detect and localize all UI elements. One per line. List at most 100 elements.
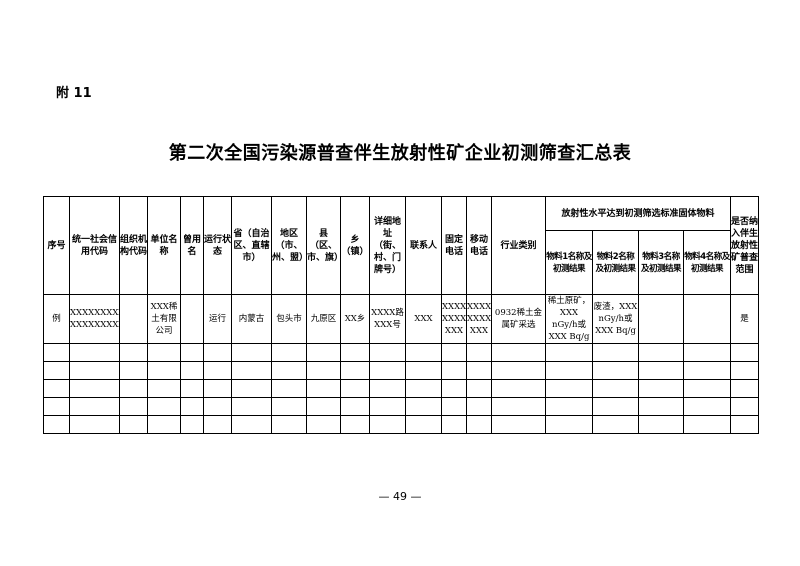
table-cell: [203, 361, 232, 380]
sub-column-header: 物料1名称及初测结果: [545, 230, 593, 295]
table-cell: [491, 361, 546, 380]
table-cell: [119, 415, 148, 434]
table-cell: [340, 397, 370, 416]
column-header: 移动电话: [466, 196, 492, 295]
table-cell: [306, 343, 341, 362]
table-cell: [369, 361, 406, 380]
table-cell: [682, 397, 732, 416]
table-cell: [491, 397, 546, 416]
sub-column-header: 物料4名称及初测结果: [682, 230, 732, 295]
table-cell: [180, 415, 204, 434]
table-cell: 包头市: [271, 294, 307, 344]
table-cell: [369, 397, 406, 416]
table-cell: [271, 379, 307, 398]
column-header: 行业类别: [491, 196, 546, 295]
table-cell: [682, 343, 732, 362]
table-row: [43, 379, 760, 398]
table-cell: [340, 415, 370, 434]
table-cell: [730, 343, 760, 362]
table-cell: [180, 361, 204, 380]
table-cell: [592, 415, 639, 434]
table-cell: [306, 415, 341, 434]
column-header: 联系人: [405, 196, 442, 295]
table-cell: [545, 379, 593, 398]
table-cell: [441, 415, 467, 434]
table-cell: [43, 397, 70, 416]
table-cell: [69, 397, 120, 416]
table-cell: [231, 397, 272, 416]
table-cell: [119, 361, 148, 380]
table-cell: [730, 397, 760, 416]
table-cell: [180, 397, 204, 416]
table-cell: [369, 415, 406, 434]
table-cell: [730, 379, 760, 398]
sub-column-header: 物料3名称及初测结果: [638, 230, 684, 295]
table-cell: 内蒙古: [231, 294, 272, 344]
table-cell: [180, 343, 204, 362]
sub-column-header: 物料2名称及初测结果: [592, 230, 639, 295]
table-row: [43, 397, 760, 416]
column-header: 单位名称: [147, 196, 181, 295]
table-cell: [271, 343, 307, 362]
table-cell: [592, 397, 639, 416]
column-header: 省（自治区、直辖市）: [231, 196, 272, 295]
table-cell: [231, 379, 272, 398]
column-header: 地区（市、州、盟）: [271, 196, 307, 295]
table-row: [43, 415, 760, 434]
column-header: 是否纳入伴生放射性矿普查范围: [730, 196, 760, 295]
table-cell: [592, 379, 639, 398]
table-cell: [682, 415, 732, 434]
table-cell: XXXXXXXXX XXXXXXXXX: [69, 294, 120, 344]
table-cell: [43, 379, 70, 398]
table-cell: [340, 379, 370, 398]
table-cell: [682, 294, 732, 344]
table-cell: [340, 343, 370, 362]
table-cell: [203, 379, 232, 398]
table-cell: [306, 397, 341, 416]
table-cell: [180, 294, 204, 344]
table-cell: [119, 343, 148, 362]
table-cell: [147, 379, 181, 398]
column-header: 县（区、市、旗）: [306, 196, 341, 295]
table-cell: [119, 294, 148, 344]
table-cell: [638, 361, 684, 380]
table-cell: [147, 415, 181, 434]
table-cell: 是: [730, 294, 760, 344]
page-title: 第二次全国污染源普查伴生放射性矿企业初测筛查汇总表: [168, 143, 632, 164]
table-cell: [730, 361, 760, 380]
table-cell: [405, 415, 442, 434]
table-cell: [119, 379, 148, 398]
table-cell: [69, 415, 120, 434]
table-cell: [682, 379, 732, 398]
example-row: 例 XXXXXXXXX XXXXXXXXX XXX稀土有限公司 运行 内蒙古 包头市 九原区…: [43, 294, 760, 344]
table-cell: [147, 361, 181, 380]
table-cell: XXXX路XXX号: [369, 294, 406, 344]
table-cell: [405, 361, 442, 380]
table-cell: [203, 343, 232, 362]
column-header: 详细地址（街、村、门牌号）: [369, 196, 406, 295]
table-cell: [43, 343, 70, 362]
table-cell: [231, 343, 272, 362]
table-cell: [306, 379, 341, 398]
table-cell: [180, 379, 204, 398]
table-cell: [466, 343, 492, 362]
annex-label: 附 11: [56, 86, 92, 101]
table-cell: [592, 361, 639, 380]
table-cell: [369, 343, 406, 362]
column-header: 统一社会信用代码: [69, 196, 120, 295]
table-cell: [592, 343, 639, 362]
table-cell: [545, 343, 593, 362]
table-cell: [730, 415, 760, 434]
table-cell: XXXX XXXX XXX: [466, 294, 492, 344]
table-cell: 九原区: [306, 294, 341, 344]
table-cell: XXX稀土有限公司: [147, 294, 181, 344]
table-cell: [405, 343, 442, 362]
table-cell: [638, 379, 684, 398]
table-cell: [545, 397, 593, 416]
page-number: — 49 —: [378, 490, 422, 503]
column-header: 运行状态: [203, 196, 232, 295]
table-cell: 0932稀土金属矿采选: [491, 294, 546, 344]
table-cell: XX乡: [340, 294, 370, 344]
column-header: 曾用名: [180, 196, 204, 295]
table-row: [43, 343, 760, 362]
